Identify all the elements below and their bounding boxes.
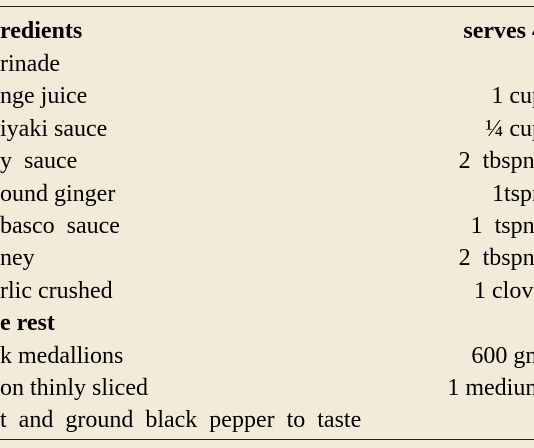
- item-cell: nge juice: [0, 83, 88, 110]
- item-cell: ney: [0, 245, 35, 272]
- amount-cell: 2 tbspns: [458, 148, 534, 175]
- top-rule: [0, 6, 534, 7]
- amount-cell: 1 medium: [447, 375, 534, 401]
- table-row: t and ground black pepper to taste: [0, 404, 534, 436]
- amount-cell: 2 tbspns: [458, 245, 534, 272]
- amount-cell: 1 cup: [491, 83, 534, 110]
- item-cell: basco sauce: [0, 213, 120, 239]
- table-row: on thinly sliced 1 medium: [0, 372, 534, 404]
- table-row: k medallions 600 gm: [0, 340, 534, 372]
- table-row: basco sauce 1 tspns: [0, 210, 534, 242]
- table-row: y sauce 2 tbspns: [0, 145, 534, 177]
- item-cell: t and ground black pepper to taste: [0, 407, 362, 434]
- amount-cell: 600 gm: [471, 342, 534, 369]
- item-cell: e rest: [0, 310, 55, 337]
- item-cell: ound ginger: [0, 180, 116, 207]
- item-cell: iyaki sauce: [0, 115, 108, 142]
- table-row: ney 2 tbspns: [0, 242, 534, 274]
- amount-cell: ¼ cup: [485, 115, 534, 142]
- header-cell: redients: [0, 18, 83, 44]
- table-row: iyaki sauce ¼ cup: [0, 113, 534, 145]
- header-cell: serves 4: [463, 18, 534, 44]
- table-row: rinade: [0, 48, 534, 80]
- header-row: redients serves 4: [0, 15, 534, 47]
- table-row: e rest: [0, 307, 534, 339]
- item-cell: rlic crushed: [0, 277, 113, 304]
- table-row: nge juice 1 cup: [0, 80, 534, 112]
- item-cell: k medallions: [0, 342, 124, 369]
- amount-cell: 1 tspns: [470, 213, 534, 239]
- item-cell: y sauce: [0, 148, 78, 175]
- bottom-rule: [0, 439, 534, 440]
- item-cell: on thinly sliced: [0, 375, 148, 401]
- item-cell: rinade: [0, 51, 60, 77]
